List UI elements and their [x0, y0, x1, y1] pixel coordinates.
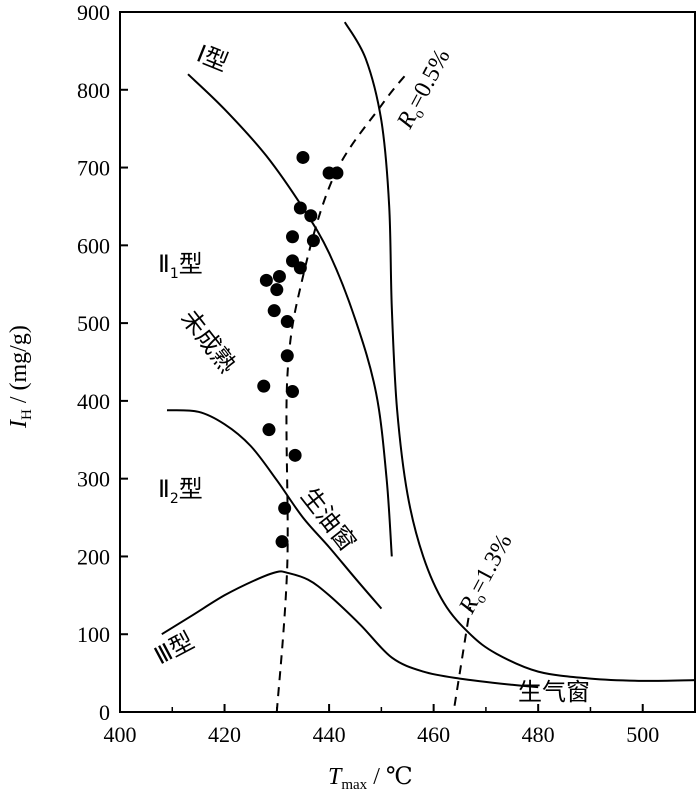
data-point	[330, 166, 344, 180]
x-tick-label: 420	[208, 722, 241, 747]
ro-1-3-label: Ro=1.3%	[454, 530, 520, 620]
type-ii2-label: Ⅱ2型	[158, 475, 203, 507]
y-tick-label: 900	[77, 0, 110, 25]
boundary-curve-iii	[161, 570, 539, 689]
type-iii-label: Ⅲ型	[150, 627, 199, 671]
x-tick-label: 480	[522, 722, 555, 747]
data-point	[296, 150, 310, 164]
data-point	[257, 379, 271, 393]
plot-frame	[119, 11, 696, 713]
data-point	[270, 283, 284, 297]
y-axis-label-unit: / (mg/g)	[6, 325, 32, 409]
type-ii1-sub: 1	[170, 266, 179, 282]
immature-zone-label: 未成熟	[175, 304, 241, 378]
data-point	[306, 234, 320, 248]
y-tick-label: 500	[77, 311, 110, 336]
data-point	[288, 448, 302, 462]
data-point	[286, 385, 299, 399]
data-point	[267, 304, 281, 318]
type-ii2-main: Ⅱ	[158, 475, 170, 503]
x-tick-label: 500	[626, 722, 659, 747]
y-axis-label-symbol: I	[6, 419, 32, 429]
type-ii2-sub: 2	[170, 491, 179, 507]
maturity-line-1	[453, 606, 472, 706]
data-points	[257, 150, 344, 549]
data-point	[293, 261, 307, 275]
type-i-label: Ⅰ型	[193, 40, 232, 78]
data-point	[286, 230, 299, 244]
y-tick-label: 100	[77, 622, 110, 647]
y-tick-label: 700	[77, 156, 110, 181]
boundary-curve-i-upper	[187, 73, 393, 557]
x-axis-label-subscript: max	[341, 777, 367, 793]
x-tick-label: 400	[104, 722, 137, 747]
boundary-curve-oil-window-right	[343, 21, 696, 682]
y-tick-label: 400	[77, 389, 110, 414]
type-ii1-suffix: 型	[179, 250, 203, 278]
type-boundary-curves	[161, 21, 696, 689]
plot-area-border	[119, 11, 696, 713]
x-axis-label-symbol: T	[328, 764, 343, 790]
data-point	[272, 269, 286, 283]
boundary-curve-i-ii1-ii2	[166, 409, 383, 610]
data-point	[275, 535, 289, 549]
maturity-lines	[275, 72, 472, 713]
data-point	[293, 201, 307, 215]
y-axis-ticks: 0 100 200 300 400 500 600 700 800 900	[77, 0, 128, 725]
y-tick-label: 0	[99, 700, 110, 725]
x-axis-label: Tmax / ℃	[328, 764, 413, 793]
y-tick-label: 300	[77, 467, 110, 492]
data-point	[280, 349, 294, 363]
y-axis-label: IH / (mg/g)	[6, 325, 35, 429]
x-axis-ticks: 400 420 440 460 480 500	[104, 704, 659, 747]
y-tick-label: 800	[77, 78, 110, 103]
ro-0-5-value: =0.5%	[403, 45, 456, 113]
data-point	[259, 273, 273, 287]
ro-0-5-label: Ro=0.5%	[392, 45, 458, 135]
y-tick-label: 200	[77, 544, 110, 569]
maturity-line-0	[275, 72, 409, 713]
type-ii1-label: Ⅱ1型	[158, 250, 203, 282]
gas-window-label: 生气窗	[518, 678, 590, 706]
y-axis-label-subscript: H	[19, 409, 35, 420]
data-point	[262, 423, 276, 437]
x-tick-label: 440	[313, 722, 346, 747]
x-tick-label: 460	[417, 722, 450, 747]
x-axis-label-unit: / ℃	[367, 764, 413, 790]
data-point	[280, 315, 294, 329]
data-point	[304, 209, 318, 223]
y-tick-label: 600	[77, 233, 110, 258]
type-ii2-suffix: 型	[179, 475, 203, 503]
type-ii1-main: Ⅱ	[158, 250, 170, 278]
ro-1-3-value: =1.3%	[465, 530, 518, 598]
data-point	[278, 501, 292, 515]
